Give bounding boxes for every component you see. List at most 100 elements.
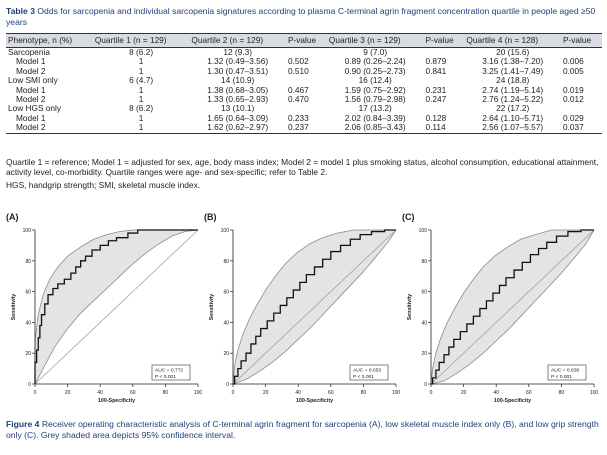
table-cell: Low SMI only [8,75,58,86]
y-tick-label: 100 [221,228,230,234]
table-cell: 9 (7.0) [363,47,388,57]
p-value-label: P < 0.001 [551,374,572,380]
p-value-label: P < 0.001 [353,374,374,380]
col-header-quartile1: Quartile 1 (n = 129) [92,33,190,48]
table-cell: 0.510 [287,65,309,76]
table-row: Sarcopenia 8 (6.2) 12 (9.3) 9 (7.0) 20 (15.6… [6,47,602,58]
x-tick-label: 0 [34,390,37,396]
odds-table: Phenotype, n (%) Quartile 1 (n = 129) Qu… [6,33,602,134]
table-cell: 12 (9.3) [223,47,252,57]
y-tick-label: 100 [419,228,428,234]
table-cell: 1.59 (0.75–2.92) [344,84,406,95]
col-header-quartile2: Quartile 2 (n = 129) [189,33,286,48]
table-cell: 2.06 (0.85–3.43) [326,123,424,134]
table-cell: 24 (18.8) [496,75,530,86]
x-tick-label: 40 [97,390,103,396]
auc-box [151,364,191,381]
x-tick-label: 40 [493,390,499,396]
table-cell: 1.56 (0.79–2.98) [344,94,406,105]
auc-label: AUC = 0.638 [551,368,579,374]
ci-lower-line [430,229,595,385]
table-footnote-abbreviations: HGS, handgrip strength; SMI, skeletal mu… [6,180,201,190]
figure-caption-text: Receiver operating characteristic analys… [6,419,599,440]
table-cell: 17 (13.2) [358,103,392,114]
panel-label: (C) [402,212,415,222]
reference-diagonal [232,229,397,385]
x-tick-label: 60 [526,390,532,396]
table-caption-text: Odds for sarcopenia and individual sarco… [6,6,596,27]
panel-label: (B) [204,212,217,222]
table-cell: 1 [138,65,144,76]
table-row: Model 1 1 1.38 (0.68–3.05) 0.467 1.59 (0.75–… [6,84,602,95]
table-caption-label: Table 3 [6,6,35,16]
table-cell: 8 (6.2) [129,47,154,57]
ci-lower-line [34,229,199,385]
table-cell: 2.02 (0.84–3.39) [344,112,406,123]
x-tick-label: 100 [590,390,599,396]
y-axis-label: Sensitivity [11,294,17,321]
table-cell: 0.237 [285,123,327,134]
table-cell: 0.233 [287,112,309,123]
table-cell: 1.32 (0.49–3.56) [207,56,269,67]
table-cell: 0.502 [287,56,309,67]
table-cell: 1.62 (0.62–2.97) [189,123,286,134]
table-cell: 0.231 [425,84,447,95]
y-tick-label: 40 [421,320,427,326]
y-tick-label: 40 [25,320,31,326]
table-header-row: Phenotype, n (%) Quartile 1 (n = 129) Qu… [6,33,602,48]
y-tick-label: 60 [223,290,229,296]
x-tick-label: 40 [295,390,301,396]
table-cell: 0.114 [423,123,465,134]
table-cell: 0.90 (0.25–2.73) [344,65,406,76]
table-cell: 1.38 (0.68–3.05) [207,84,269,95]
table-cell: 0.012 [562,94,584,105]
table-cell: 0.470 [287,94,309,105]
x-tick-label: 100 [392,390,401,396]
auc-box [349,364,389,381]
table-cell: 2.74 (1.19–5.14) [482,84,544,95]
table-cell: 2.64 (1.10–5.71) [482,112,544,123]
table-cell: 0.247 [425,94,447,105]
y-tick-label: 20 [223,351,229,357]
x-tick-label: 20 [263,390,269,396]
ci-upper-line [430,229,594,385]
roc-chart-c: (C) 0 20 40 60 80 100 0 20 40 60 80 100 100-Specifici… [402,212,599,404]
table-cell: 16 (12.4) [358,75,392,86]
roc-chart-a: (A) 0 20 40 60 80 100 0 20 40 60 80 100 100-Specifici… [6,212,203,404]
table-cell: 2.56 (1.07–5.57) [464,123,561,134]
col-header-pvalue2: P-value [285,33,327,48]
table-cell: 3.25 (1.41–7.49) [482,65,544,76]
table-cell: 13 (10.1) [221,103,255,114]
col-header-phenotype: Phenotype, n (%) [6,33,93,48]
table-cell: 1.33 (0.65–2.93) [207,94,269,105]
table-cell: 22 (17.2) [496,103,530,114]
auc-label: AUC = 0.772 [155,368,183,374]
table-cell: 1 [138,112,144,123]
ci-upper-line [232,229,396,385]
auc-box [547,364,587,381]
roc-curve [431,229,594,385]
p-value-label: P < 0.001 [155,374,176,380]
y-tick-label: 80 [25,259,31,265]
y-tick-label: 80 [223,259,229,265]
y-tick-label: 20 [25,351,31,357]
table-cell: 0.467 [287,84,309,95]
x-tick-label: 0 [430,390,433,396]
table-cell: Low HGS only [8,103,62,114]
x-axis-label: 100-Specificity [296,398,333,404]
x-tick-label: 20 [65,390,71,396]
table-cell: 0.128 [425,112,447,123]
table-cell: Sarcopenia [8,47,50,57]
x-tick-label: 80 [559,390,565,396]
y-tick-label: 0 [424,382,427,388]
table-row: Low HGS only 8 (6.2) 13 (10.1) 17 (13.2) 22 … [6,103,602,114]
table-cell: Model 1 [16,112,46,123]
table-cell: 14 (10.9) [221,75,255,86]
y-tick-label: 40 [223,320,229,326]
x-tick-label: 100 [194,390,203,396]
table-cell: 0.019 [562,84,584,95]
table-cell: 3.16 (1.38–7.20) [482,56,544,67]
col-header-pvalue3: P-value [423,33,465,48]
y-axis-label: Sensitivity [209,294,215,321]
table-cell: Model 1 [16,84,46,95]
